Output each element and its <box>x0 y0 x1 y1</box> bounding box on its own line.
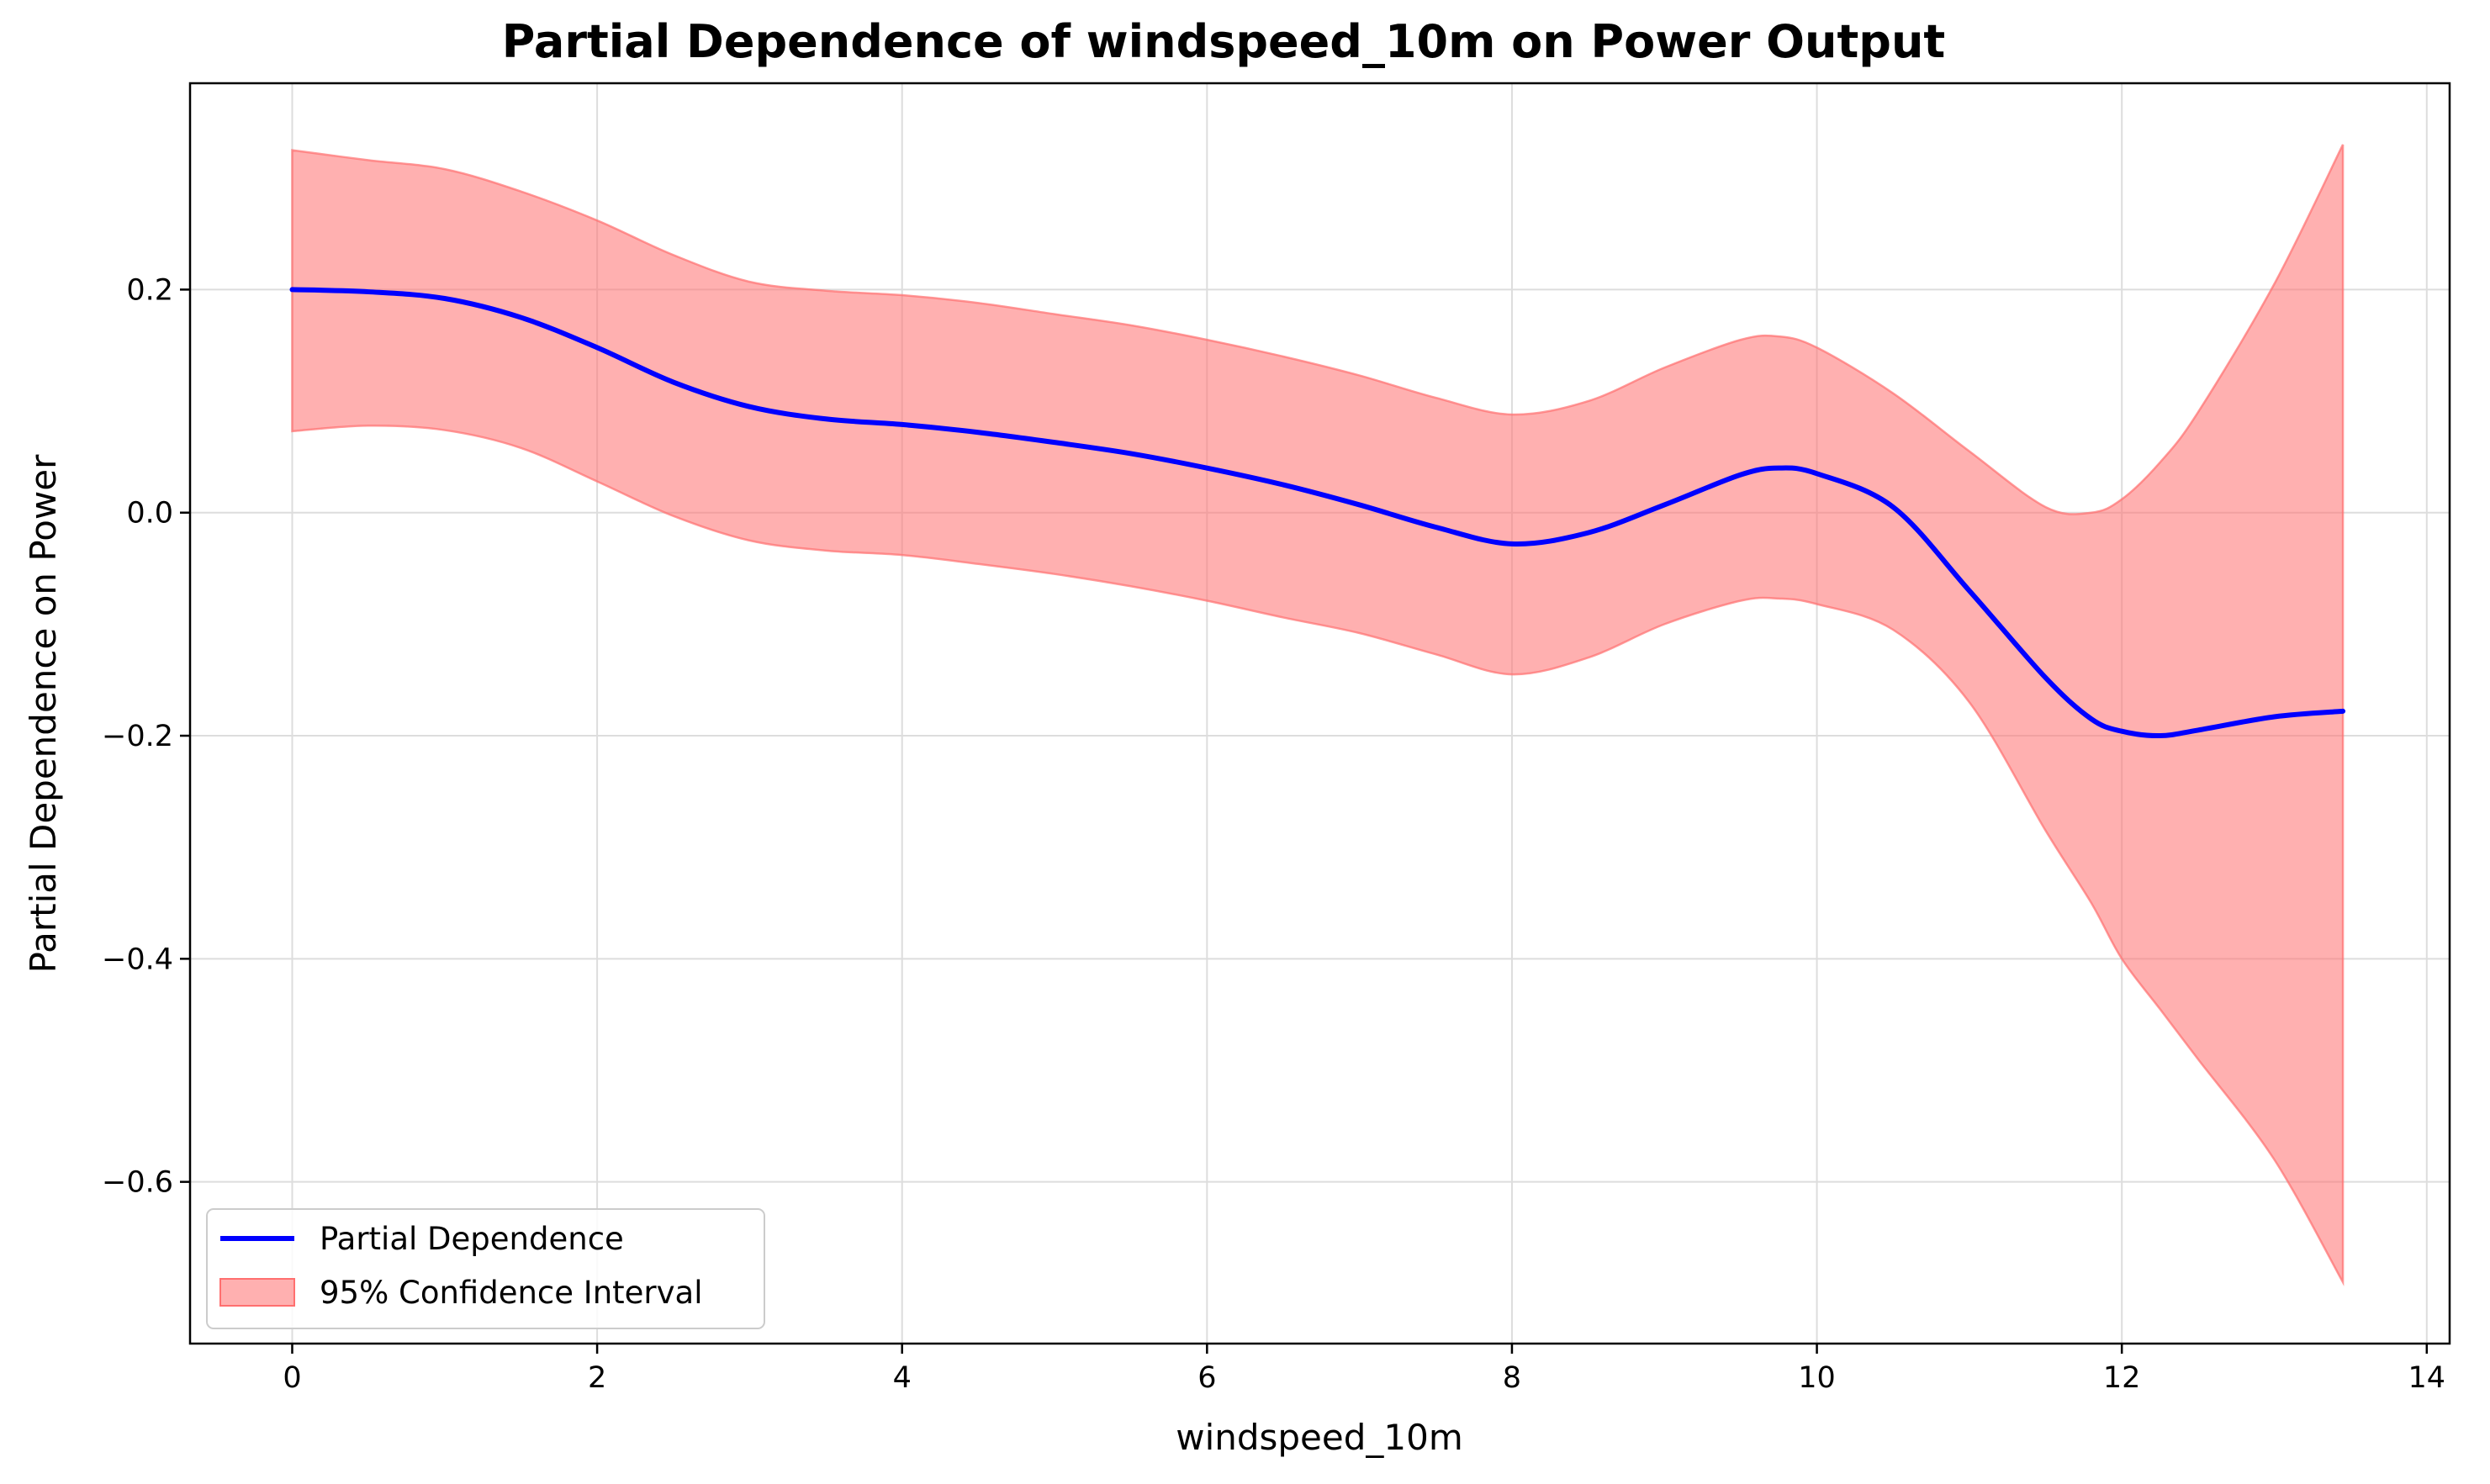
y-tick-label: −0.6 <box>102 1166 173 1200</box>
x-tick-label: 4 <box>893 1361 912 1395</box>
confidence-band <box>291 144 2345 1286</box>
plot-area-frame <box>188 82 2451 1345</box>
x-tick-label: 8 <box>1503 1361 1521 1395</box>
x-tick-label: 12 <box>2103 1361 2141 1395</box>
x-tick-label: 0 <box>283 1361 301 1395</box>
y-tick-label: 0.2 <box>126 273 173 307</box>
y-tick-label: −0.2 <box>102 720 173 753</box>
legend: Partial Dependence 95% Confidence Interv… <box>206 1208 765 1329</box>
y-axis-ticks: 0.2 0.0 −0.2 −0.4 −0.6 <box>102 273 190 1200</box>
x-tick-label: 14 <box>2408 1361 2446 1395</box>
y-tick-label: −0.4 <box>102 943 173 976</box>
legend-box <box>206 1208 765 1329</box>
y-tick-label: 0.0 <box>126 497 173 531</box>
x-tick-label: 2 <box>588 1361 606 1395</box>
line-layer <box>289 287 2346 739</box>
partial-dependence-line <box>289 287 2346 739</box>
chart-title: Partial Dependence of windspeed_10m on P… <box>502 15 1945 68</box>
x-axis-label: windspeed_10m <box>1176 1417 1463 1458</box>
legend-label-line: Partial Dependence <box>320 1221 624 1257</box>
x-axis-ticks: 0 2 4 6 8 10 12 14 <box>283 1344 2445 1395</box>
y-axis-label: Partial Dependence on Power <box>23 454 64 973</box>
x-tick-label: 6 <box>1197 1361 1216 1395</box>
confidence-band-layer <box>291 144 2345 1286</box>
legend-label-band: 95% Confidence Interval <box>320 1275 703 1311</box>
legend-band-swatch <box>219 1278 295 1307</box>
x-tick-label: 10 <box>1798 1361 1836 1395</box>
